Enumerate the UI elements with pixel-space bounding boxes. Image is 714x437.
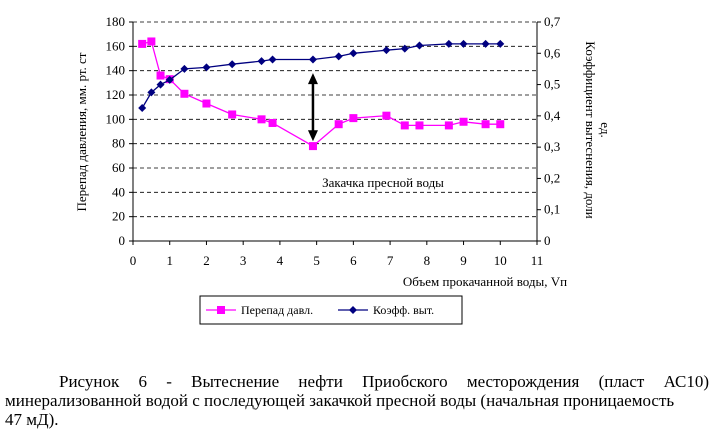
- data-point-pressure: [459, 117, 468, 126]
- right-y-tick-label: 0: [544, 233, 551, 248]
- axes: [132, 22, 538, 242]
- data-point-pressure: [349, 114, 358, 123]
- data-point-coefficient: [415, 41, 424, 50]
- data-point-pressure: [382, 111, 391, 120]
- left-y-axis-label: Перепад давления, мм. рт. ст: [74, 52, 89, 211]
- data-point-pressure: [156, 71, 165, 80]
- left-y-tick-label: 160: [106, 38, 126, 53]
- annotation-arrow-head-down: [307, 130, 318, 142]
- x-tick-label: 5: [313, 253, 320, 268]
- data-point-pressure: [257, 115, 266, 124]
- x-tick-label: 11: [531, 253, 544, 268]
- x-tick-label: 3: [240, 253, 247, 268]
- data-point-coefficient: [147, 88, 156, 97]
- legend-swatch-coefficient: [338, 306, 368, 314]
- right-y-axis-label-line1: Коэффициент вытеснения, доли: [583, 41, 598, 218]
- data-point-coefficient: [268, 55, 277, 64]
- left-y-tick-labels: 0 20 40 60 80 100 120 140 160 180: [106, 14, 133, 248]
- data-point-coefficient: [308, 55, 317, 64]
- data-point-pressure: [496, 120, 505, 129]
- legend-label-coefficient: Коэфф. выт.: [373, 303, 434, 317]
- data-point-coefficient: [202, 63, 211, 72]
- left-y-tick-label: 80: [112, 136, 125, 151]
- data-point-coefficient: [349, 49, 358, 58]
- right-y-tick-label: 0,1: [544, 202, 560, 217]
- right-y-tick-labels: 0 0,1 0,2 0,3 0,4 0,5 0,6 0,7: [537, 14, 561, 248]
- annotation: [307, 73, 318, 142]
- series-layer: [138, 37, 505, 151]
- annotation-arrow-head-up: [307, 73, 318, 85]
- data-point-coefficient: [481, 39, 490, 48]
- caption-line-1: Рисунок 6 - Вытеснение нефти Приобского …: [59, 372, 709, 391]
- data-point-pressure: [180, 89, 189, 98]
- x-axis-label: Объем прокачанной воды, Vп: [403, 274, 567, 289]
- data-point-coefficient: [382, 46, 391, 55]
- data-point-pressure: [202, 99, 211, 108]
- right-y-tick-label: 0,7: [544, 14, 561, 29]
- figure-caption: Рисунок 6 - Вытеснение нефти Приобского …: [5, 372, 709, 429]
- data-point-coefficient: [156, 80, 165, 89]
- data-point-pressure: [138, 39, 147, 48]
- left-y-tick-label: 60: [112, 160, 125, 175]
- left-y-tick-label: 0: [119, 233, 126, 248]
- x-tick-label: 4: [277, 253, 284, 268]
- left-y-tick-label: 100: [106, 111, 126, 126]
- right-y-axis-label-line2: ед.: [598, 122, 613, 137]
- data-point-pressure: [228, 110, 237, 119]
- data-point-coefficient: [400, 44, 409, 53]
- legend-label-pressure: Перепад давл.: [241, 303, 313, 317]
- grid-lines: [133, 21, 537, 218]
- left-y-tick-label: 140: [106, 63, 126, 78]
- x-tick-label: 0: [130, 253, 137, 268]
- legend-box: [199, 295, 463, 325]
- left-y-tick-label: 120: [106, 87, 126, 102]
- data-point-pressure: [334, 120, 343, 129]
- x-tick-label: 10: [494, 253, 507, 268]
- data-point-pressure: [481, 120, 490, 129]
- data-point-coefficient: [138, 104, 147, 113]
- x-tick-label: 6: [350, 253, 357, 268]
- x-tick-label: 7: [387, 253, 394, 268]
- x-tick-label: 8: [424, 253, 431, 268]
- data-point-coefficient: [180, 64, 189, 73]
- x-tick-label: 9: [460, 253, 467, 268]
- data-point-pressure: [415, 121, 424, 130]
- data-point-coefficient: [228, 60, 237, 69]
- data-point-coefficient: [496, 39, 505, 48]
- data-point-pressure: [400, 121, 409, 130]
- data-point-coefficient: [459, 39, 468, 48]
- data-point-pressure: [444, 121, 453, 130]
- caption-line-3: 47 мД).: [5, 410, 59, 429]
- data-point-coefficient: [165, 75, 174, 84]
- right-y-tick-label: 0,4: [544, 108, 561, 123]
- legend: Перепад давл. Коэфф. выт.: [199, 295, 463, 325]
- data-point-pressure: [147, 37, 156, 46]
- annotation-text: Закачка пресной воды: [322, 175, 444, 190]
- x-tick-label: 1: [166, 253, 173, 268]
- caption-line-2: минерализованной водой с последующей зак…: [5, 391, 675, 410]
- data-point-coefficient: [257, 57, 266, 66]
- x-tick-label: 2: [203, 253, 210, 268]
- right-y-tick-label: 0,2: [544, 170, 560, 185]
- left-y-tick-label: 180: [106, 14, 126, 29]
- legend-swatch-pressure: [206, 306, 236, 314]
- x-tick-labels: 0 1 2 3 4 5 6 7 8 9 10 11: [130, 241, 544, 268]
- right-y-tick-label: 0,5: [544, 77, 560, 92]
- data-point-coefficient: [334, 52, 343, 61]
- data-point-pressure: [268, 118, 277, 127]
- right-y-tick-label: 0,6: [544, 45, 561, 60]
- left-y-tick-label: 40: [112, 184, 125, 199]
- data-point-pressure: [308, 142, 317, 151]
- left-y-tick-label: 20: [112, 209, 125, 224]
- data-point-coefficient: [444, 39, 453, 48]
- right-y-tick-label: 0,3: [544, 139, 560, 154]
- series-line-pressure: [142, 40, 501, 147]
